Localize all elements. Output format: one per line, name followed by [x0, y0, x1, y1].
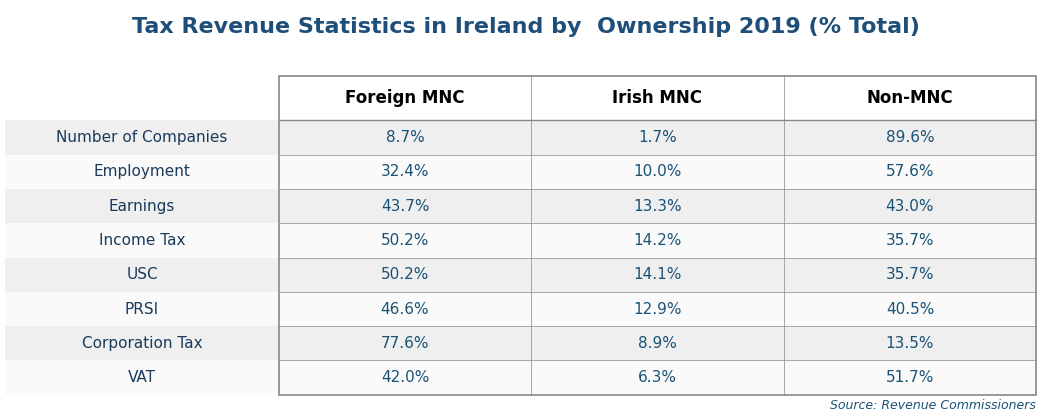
Text: Source: Revenue Commissioners: Source: Revenue Commissioners — [830, 399, 1036, 412]
Text: 77.6%: 77.6% — [381, 336, 429, 351]
Text: 14.1%: 14.1% — [633, 267, 682, 282]
Text: 51.7%: 51.7% — [886, 370, 934, 385]
Text: Number of Companies: Number of Companies — [57, 130, 227, 145]
Text: 40.5%: 40.5% — [886, 302, 934, 317]
Text: 43.7%: 43.7% — [381, 199, 429, 214]
Text: USC: USC — [126, 267, 158, 282]
Text: Non-MNC: Non-MNC — [867, 89, 953, 107]
Text: 8.9%: 8.9% — [639, 336, 676, 351]
Text: 14.2%: 14.2% — [633, 233, 682, 248]
Text: 35.7%: 35.7% — [886, 267, 934, 282]
Text: 50.2%: 50.2% — [381, 267, 429, 282]
Text: 12.9%: 12.9% — [633, 302, 682, 317]
Text: Income Tax: Income Tax — [99, 233, 185, 248]
Text: Irish MNC: Irish MNC — [612, 89, 703, 107]
Text: 13.3%: 13.3% — [633, 199, 682, 214]
Text: PRSI: PRSI — [125, 302, 159, 317]
Text: 13.5%: 13.5% — [886, 336, 934, 351]
Text: Employment: Employment — [94, 164, 190, 179]
Text: 32.4%: 32.4% — [381, 164, 429, 179]
Text: 6.3%: 6.3% — [638, 370, 677, 385]
Text: Foreign MNC: Foreign MNC — [345, 89, 465, 107]
Text: 8.7%: 8.7% — [386, 130, 424, 145]
Text: 57.6%: 57.6% — [886, 164, 934, 179]
Text: 46.6%: 46.6% — [381, 302, 429, 317]
Text: 10.0%: 10.0% — [633, 164, 682, 179]
Text: VAT: VAT — [128, 370, 156, 385]
Text: Tax Revenue Statistics in Ireland by  Ownership 2019 (% Total): Tax Revenue Statistics in Ireland by Own… — [133, 17, 919, 37]
Text: 50.2%: 50.2% — [381, 233, 429, 248]
Text: Earnings: Earnings — [108, 199, 176, 214]
Text: 35.7%: 35.7% — [886, 233, 934, 248]
Text: 43.0%: 43.0% — [886, 199, 934, 214]
Text: 89.6%: 89.6% — [886, 130, 934, 145]
Text: 1.7%: 1.7% — [639, 130, 676, 145]
Text: Corporation Tax: Corporation Tax — [82, 336, 202, 351]
Text: 42.0%: 42.0% — [381, 370, 429, 385]
